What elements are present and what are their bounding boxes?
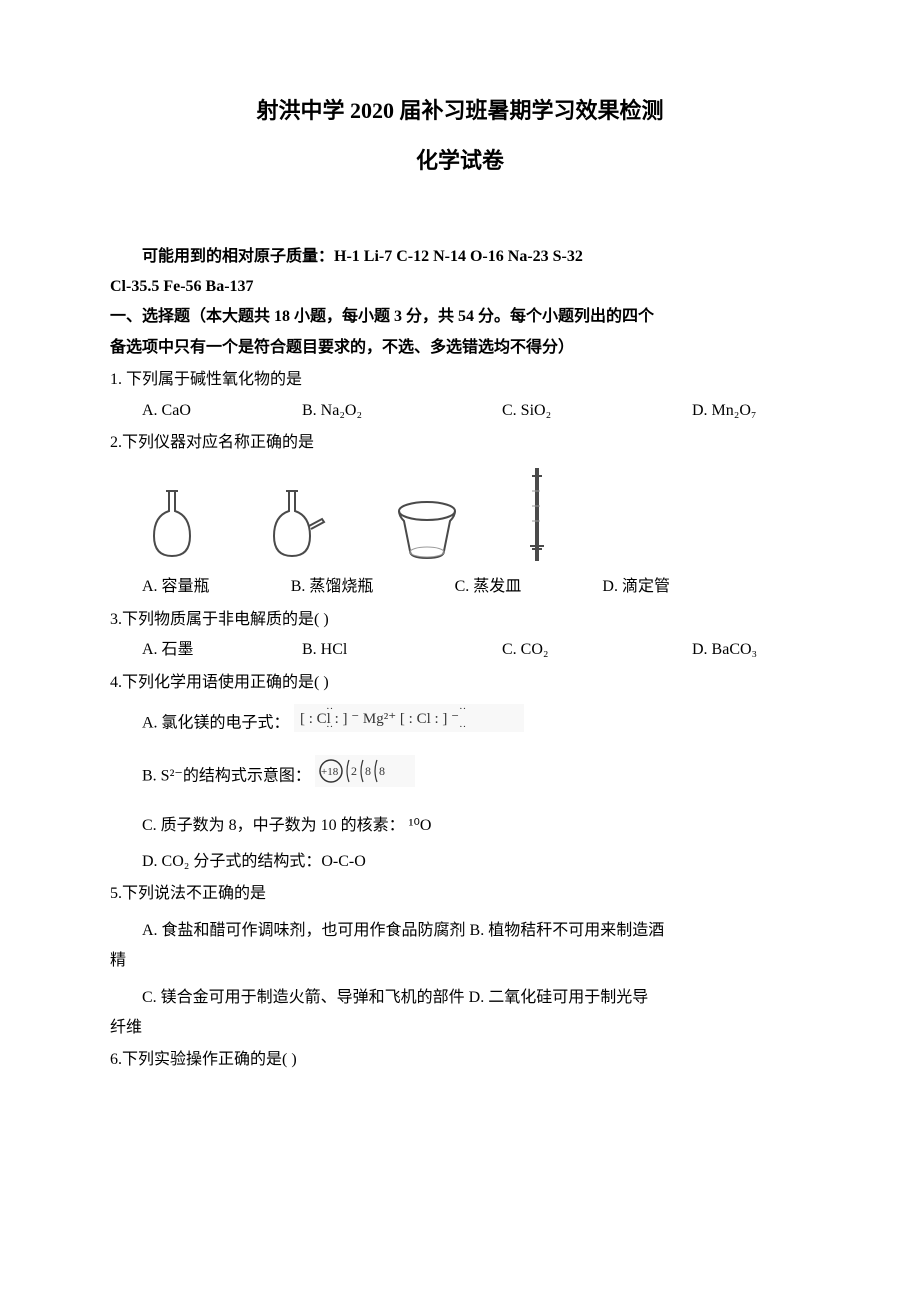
q4-option-a: A. 氯化镁的电子式： [ : Cl : ] ⁻ Mg²⁺ [ : Cl : ]… (110, 704, 810, 743)
q2-option-a: A. 容量瓶 (142, 572, 210, 602)
svg-text:··: ·· (326, 704, 333, 715)
question-3-options: A. 石墨 B. HCl C. CO₂ D. BaCO₃ (110, 635, 810, 665)
q2-flask-a-icon (142, 486, 202, 566)
q4-a-text: A. 氯化镁的电子式： (142, 714, 290, 731)
q2-crucible-icon (392, 496, 462, 566)
svg-text:··: ·· (459, 704, 466, 715)
q3-option-d: D. BaCO₃ (692, 635, 757, 665)
q1-option-d: D. Mn₂O₇ (692, 396, 757, 426)
svg-text:··: ·· (459, 721, 466, 732)
q4-option-b: B. S²⁻的结构式示意图： +18 2 8 8 (110, 755, 810, 798)
svg-text:[ : Cl : ] ⁻ Mg²⁺ [ : Cl : ] ⁻: [ : Cl : ] ⁻ Mg²⁺ [ : Cl : ] ⁻ (300, 711, 459, 727)
q4-b-text: B. S²⁻的结构式示意图： (142, 768, 311, 785)
question-6: 6.下列实验操作正确的是( ) (110, 1045, 810, 1075)
atomic-masses-line-1: 可能用到的相对原子质量：H-1 Li-7 C-12 N-14 O-16 Na-2… (110, 242, 810, 272)
question-4: 4.下列化学用语使用正确的是( ) (110, 668, 810, 698)
question-2: 2.下列仪器对应名称正确的是 (110, 428, 810, 458)
q4-option-c: C. 质子数为 8，中子数为 10 的核素： ¹⁰O (110, 811, 810, 841)
svg-text:··: ·· (326, 721, 333, 732)
svg-text:8: 8 (365, 764, 371, 778)
question-3: 3.下列物质属于非电解质的是( ) (110, 605, 810, 635)
q5-line-2-cont: 纤维 (110, 1013, 810, 1043)
q1-option-a: A. CaO (142, 396, 302, 426)
question-5: 5.下列说法不正确的是 (110, 879, 810, 909)
q1-option-b: B. Na₂O₂ (302, 396, 502, 426)
exam-title: 射洪中学 2020 届补习班暑期学习效果检测 (110, 90, 810, 132)
q5-line-1: A. 食盐和醋可作调味剂，也可用作食品防腐剂 B. 植物秸秆不可用来制造酒 (110, 916, 810, 946)
svg-text:2: 2 (351, 764, 357, 778)
question-2-images (110, 466, 810, 566)
q2-option-c: C. 蒸发皿 (455, 572, 522, 602)
question-1: 1. 下列属于碱性氧化物的是 (110, 365, 810, 395)
atomic-masses-line-2: Cl-35.5 Fe-56 Ba-137 (110, 272, 810, 302)
q3-option-c: C. CO₂ (502, 635, 692, 665)
q2-option-b: B. 蒸馏烧瓶 (291, 572, 374, 602)
exam-subtitle: 化学试卷 (110, 140, 810, 182)
q3-option-a: A. 石墨 (142, 635, 302, 665)
section-header-line-2: 备选项中只有一个是符合题目要求的，不选、多选错选均不得分） (110, 333, 810, 363)
q4-a-formula-icon: [ : Cl : ] ⁻ Mg²⁺ [ : Cl : ] ⁻ ·· ·· ·· … (294, 704, 524, 743)
q5-line-1-cont: 精 (110, 946, 810, 976)
q2-option-d: D. 滴定管 (602, 572, 670, 602)
q1-option-c: C. SiO₂ (502, 396, 692, 426)
q5-line-2: C. 镁合金可用于制造火箭、导弹和飞机的部件 D. 二氧化硅可用于制光导 (110, 983, 810, 1013)
question-2-options: A. 容量瓶 B. 蒸馏烧瓶 C. 蒸发皿 D. 滴定管 (110, 572, 670, 602)
q4-b-diagram-icon: +18 2 8 8 (315, 755, 415, 798)
svg-text:8: 8 (379, 764, 385, 778)
q2-burette-icon (522, 466, 552, 566)
q2-flask-b-icon (262, 486, 332, 566)
q3-option-b: B. HCl (302, 635, 502, 665)
q4-option-d: D. CO₂ 分子式的结构式：O-C-O (110, 847, 810, 877)
question-1-options: A. CaO B. Na₂O₂ C. SiO₂ D. Mn₂O₇ (110, 396, 810, 426)
section-header-line-1: 一、选择题（本大题共 18 小题，每小题 3 分，共 54 分。每个小题列出的四… (110, 302, 810, 332)
svg-text:+18: +18 (321, 766, 339, 778)
